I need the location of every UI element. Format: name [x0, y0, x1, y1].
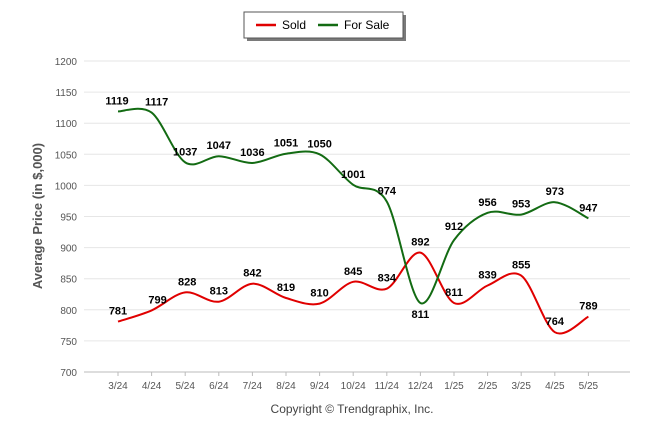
data-label-sold: 828: [178, 276, 196, 288]
series-line-for-sale: [117, 107, 589, 305]
data-label-for-sale: 912: [445, 221, 463, 233]
data-label-sold: 819: [277, 282, 295, 294]
x-tick-label: 10/24: [341, 381, 366, 392]
y-axis-ticks: 700 750 800 850 900 950 1000 1050 1100 1150 1200: [55, 57, 78, 379]
x-tick-label: 2/25: [478, 381, 498, 392]
y-tick-label: 1000: [55, 181, 78, 192]
data-label-for-sale: 1051: [274, 138, 298, 150]
y-tick-label: 1050: [55, 150, 78, 161]
data-label-for-sale: 1036: [240, 147, 264, 159]
legend-label-sold: Sold: [282, 18, 306, 32]
data-label-for-sale: 956: [478, 197, 496, 209]
x-tick-label: 11/24: [375, 381, 400, 392]
y-tick-label: 800: [60, 306, 77, 317]
data-label-for-sale: 1037: [173, 146, 197, 158]
x-tick-label: 3/25: [511, 381, 531, 392]
data-label-sold: 799: [148, 294, 166, 306]
y-tick-label: 900: [60, 244, 77, 255]
data-label-sold: 842: [243, 268, 261, 280]
y-tick-label: 750: [60, 337, 77, 348]
x-tick-label: 6/24: [209, 381, 229, 392]
data-label-sold: 834: [378, 273, 397, 285]
x-tick-label: 8/24: [276, 381, 296, 392]
data-label-sold: 789: [579, 301, 597, 313]
data-label-for-sale: 1117: [145, 97, 168, 109]
data-label-sold: 845: [344, 266, 362, 278]
data-label-sold: 892: [411, 237, 429, 249]
data-label-sold: 811: [445, 287, 463, 299]
data-label-for-sale: 1119: [105, 95, 128, 107]
data-labels: 781 799 828 813 842 819 810 845 834 892 811 839 855 7…: [105, 95, 597, 328]
x-tick-label: 12/24: [408, 381, 433, 392]
x-tick-label: 7/24: [243, 381, 263, 392]
x-tick-label: 3/24: [108, 381, 128, 392]
x-tick-label: 5/24: [175, 381, 195, 392]
data-label-for-sale: 947: [579, 202, 597, 214]
y-tick-label: 1200: [55, 57, 78, 68]
data-label-for-sale: 1001: [341, 169, 365, 181]
y-tick-label: 1100: [55, 119, 77, 130]
x-tick-label: 4/25: [545, 381, 565, 392]
data-label-for-sale: 811: [412, 309, 430, 321]
data-label-for-sale: 974: [378, 186, 397, 198]
y-tick-label: 850: [60, 275, 77, 286]
copyright-text: Copyright © Trendgraphix, Inc.: [271, 402, 434, 416]
x-tick-label: 9/24: [310, 381, 330, 392]
series-lines: [117, 107, 589, 335]
data-label-sold: 813: [210, 286, 228, 298]
y-tick-label: 950: [60, 213, 77, 224]
x-tick-label: 1/25: [444, 381, 464, 392]
data-label-sold: 764: [546, 316, 565, 328]
data-label-for-sale: 973: [546, 186, 564, 198]
x-tick-label: 4/24: [142, 381, 162, 392]
grid: [84, 60, 630, 373]
data-label-sold: 839: [478, 270, 496, 282]
legend-label-for-sale: For Sale: [344, 18, 390, 32]
x-axis-ticks: 3/24 4/24 5/24 6/24 7/24 8/24 9/24 10/24 11/24 12…: [108, 372, 599, 392]
legend: Sold For Sale: [243, 11, 406, 41]
y-tick-label: 1150: [55, 88, 77, 99]
y-axis-label: Average Price (in $,000): [30, 143, 45, 289]
data-label-for-sale: 953: [512, 199, 530, 211]
y-tick-label: 700: [60, 368, 77, 379]
data-label-sold: 781: [109, 306, 127, 318]
data-label-for-sale: 1047: [207, 140, 231, 152]
data-label-sold: 810: [310, 288, 328, 300]
data-label-for-sale: 1050: [307, 138, 331, 150]
x-tick-label: 5/25: [579, 381, 599, 392]
data-label-sold: 855: [512, 260, 530, 272]
series-line-sold: [117, 251, 589, 335]
